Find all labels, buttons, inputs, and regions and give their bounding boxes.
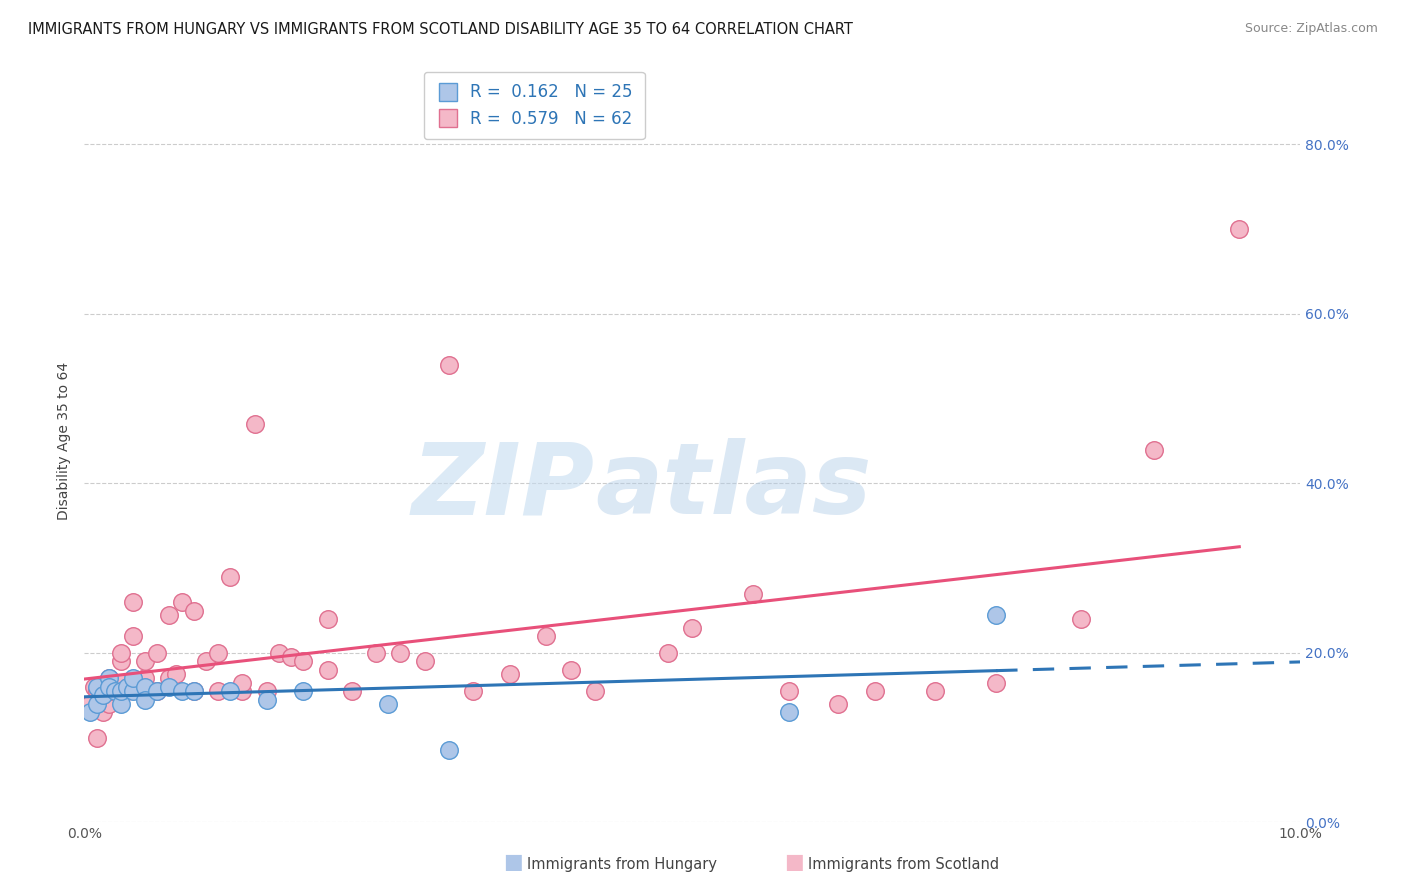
Point [231, 684, 253, 698]
Point [97, 671, 120, 685]
Point [165, 667, 187, 681]
Point [194, 654, 217, 668]
Text: Source: ZipAtlas.com: Source: ZipAtlas.com [1244, 22, 1378, 36]
Point [437, 358, 460, 372]
Point [104, 684, 127, 698]
Point [87, 684, 110, 698]
Text: IMMIGRANTS FROM HUNGARY VS IMMIGRANTS FROM SCOTLAND DISABILITY AGE 35 TO 64 CORR: IMMIGRANTS FROM HUNGARY VS IMMIGRANTS FR… [28, 22, 853, 37]
Point [86, 680, 108, 694]
Point [159, 671, 181, 685]
Point [1227, 222, 1250, 236]
Point [110, 675, 132, 690]
Point [219, 569, 242, 583]
Point [560, 663, 582, 677]
Text: ■: ■ [785, 853, 804, 872]
Point [779, 706, 801, 720]
Text: Immigrants from Scotland: Immigrants from Scotland [808, 857, 1000, 872]
Point [742, 586, 765, 600]
Legend: R =  0.162   N = 25, R =  0.579   N = 62: R = 0.162 N = 25, R = 0.579 N = 62 [423, 71, 644, 139]
Point [97, 671, 120, 685]
Point [207, 684, 229, 698]
Y-axis label: Disability Age 35 to 64: Disability Age 35 to 64 [58, 362, 72, 520]
Point [499, 667, 522, 681]
Point [97, 680, 120, 694]
Point [134, 654, 156, 668]
Point [366, 646, 388, 660]
Point [280, 650, 302, 665]
Point [183, 603, 205, 617]
Point [110, 646, 132, 660]
Point [91, 706, 114, 720]
Text: ZIP: ZIP [412, 438, 595, 535]
Point [170, 684, 193, 698]
Point [134, 692, 156, 706]
Point [79, 697, 101, 711]
Point [110, 697, 132, 711]
Point [389, 646, 412, 660]
Text: atlas: atlas [595, 438, 872, 535]
Point [122, 629, 145, 643]
Point [104, 684, 127, 698]
Point [340, 684, 363, 698]
Point [292, 684, 315, 698]
Point [924, 684, 946, 698]
Point [536, 629, 558, 643]
Point [779, 684, 801, 698]
Point [183, 684, 205, 698]
Point [141, 684, 163, 698]
Point [146, 684, 169, 698]
Point [292, 654, 315, 668]
Point [1143, 442, 1166, 457]
Point [86, 684, 108, 698]
Point [122, 595, 145, 609]
Point [583, 684, 606, 698]
Point [91, 689, 114, 703]
Point [256, 692, 278, 706]
Point [128, 680, 150, 694]
Point [863, 684, 886, 698]
Point [159, 607, 181, 622]
Point [146, 684, 169, 698]
Point [657, 646, 679, 660]
Point [207, 646, 229, 660]
Point [231, 675, 253, 690]
Point [267, 646, 290, 660]
Point [134, 680, 156, 694]
Point [170, 595, 193, 609]
Point [377, 697, 399, 711]
Point [122, 684, 145, 698]
Text: Immigrants from Hungary: Immigrants from Hungary [527, 857, 717, 872]
Point [986, 675, 1008, 690]
Point [463, 684, 485, 698]
Point [437, 743, 460, 757]
Point [183, 684, 205, 698]
Point [243, 417, 266, 431]
Point [122, 671, 145, 685]
Point [219, 684, 242, 698]
Point [146, 646, 169, 660]
Point [986, 607, 1008, 622]
Point [115, 684, 138, 698]
Point [1070, 612, 1092, 626]
Point [256, 684, 278, 698]
Point [83, 680, 105, 694]
Point [316, 612, 339, 626]
Point [86, 731, 108, 745]
Point [134, 671, 156, 685]
Text: ■: ■ [503, 853, 523, 872]
Point [100, 684, 122, 698]
Point [681, 620, 703, 634]
Point [110, 684, 132, 698]
Point [110, 654, 132, 668]
Point [827, 697, 849, 711]
Point [97, 697, 120, 711]
Point [316, 663, 339, 677]
Point [159, 680, 181, 694]
Point [115, 680, 138, 694]
Point [79, 706, 101, 720]
Point [86, 697, 108, 711]
Point [413, 654, 436, 668]
